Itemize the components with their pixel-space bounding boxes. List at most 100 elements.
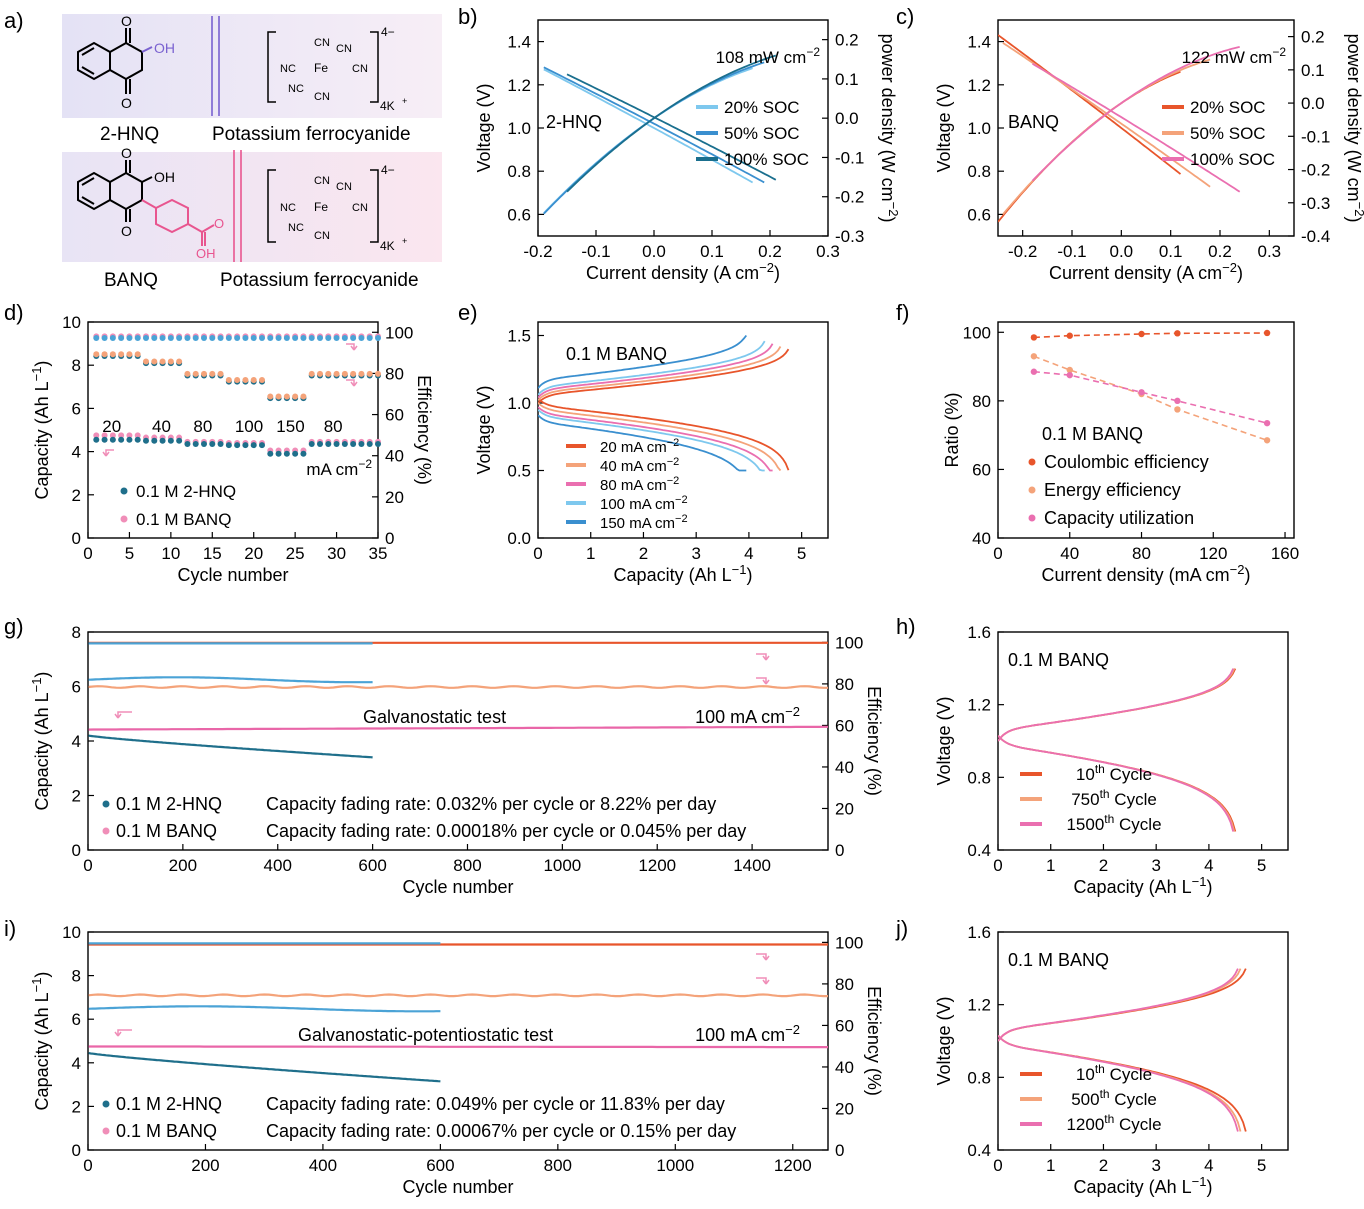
y2-tick-label: -0.2 [835, 188, 864, 207]
rate-label: 150 [276, 417, 304, 436]
y-tick-label: 0.0 [507, 529, 531, 548]
x-axis-label: Capacity (Ah L−1) [1074, 1174, 1213, 1197]
x-tick-label: 20 [244, 544, 263, 563]
y-tick-label: 0 [72, 529, 81, 548]
point-hnq-ce [109, 335, 116, 342]
ratio-point [1174, 330, 1181, 337]
x-tick-label: 1400 [733, 856, 771, 875]
y2-tick-label: 20 [835, 799, 854, 818]
point-banq-ee [209, 370, 216, 377]
point-hnq-ce [184, 335, 191, 342]
x-tick-label: 5 [1257, 856, 1266, 875]
point-banq-ee [176, 358, 183, 365]
y-tick-label: 1.0 [507, 119, 531, 138]
y-tick-label: 1.0 [967, 119, 991, 138]
point-banq-ee [101, 351, 108, 358]
point-banq-ee [225, 377, 232, 384]
y-tick-label: 0.5 [507, 462, 531, 481]
x-axis-label: Capacity (Ah L−1) [614, 562, 753, 585]
point-hnq-capacity [308, 441, 315, 448]
svg-text:CN: CN [336, 43, 352, 55]
point-banq-ee [250, 377, 257, 384]
fade-rate-label: Capacity fading rate: 0.00067% per cycle… [266, 1121, 736, 1141]
x-tick-label: 10 [161, 544, 180, 563]
point-hnq-capacity [250, 442, 257, 449]
peak-power-label: 108 mW cm−2 [716, 45, 821, 67]
y-tick-label: 4 [72, 732, 81, 751]
point-hnq-capacity [259, 442, 265, 449]
point-hnq-capacity [192, 441, 199, 448]
voltage-series-2 [566, 73, 777, 181]
series-group [543, 54, 777, 215]
y-axis-label: Voltage (V) [934, 996, 954, 1085]
ratio-point [1174, 397, 1181, 405]
rate-unit: mA cm−2 [306, 457, 372, 479]
y-tick-label: 1.5 [507, 327, 531, 346]
o-bottom-banq: O [121, 223, 132, 239]
counter-name-2: Potassium ferrocyanide [220, 270, 419, 291]
svg-text:NC: NC [288, 83, 304, 95]
y2-tick-label: 0.1 [1301, 61, 1325, 80]
x-tick-label: 600 [426, 1156, 454, 1175]
x-tick-label: 0.0 [642, 242, 666, 261]
point-hnq-ce [101, 335, 108, 342]
k-2: 4K [380, 239, 395, 253]
point-hnq-capacity [325, 441, 332, 448]
panel-letter-g: g) [4, 614, 24, 639]
point-hnq-capacity [184, 441, 191, 448]
point-banq-ee [159, 358, 166, 365]
o-top-banq: O [121, 145, 132, 161]
y2-tick-label: 0 [385, 529, 394, 548]
panel-a: a) OH O O 2-HNQ Fe CN CN CN NC [4, 8, 442, 291]
series-group [998, 34, 1241, 223]
point-hnq-capacity [201, 441, 207, 448]
annotation: 0.1 M BANQ [1042, 424, 1143, 444]
x-tick-label: 5 [797, 544, 806, 563]
svg-text:CN: CN [314, 230, 330, 242]
y2-tick-label: 0 [835, 841, 844, 860]
point-hnq-ce [93, 335, 100, 342]
point-banq-ee [325, 370, 332, 377]
y2-axis-label: Efficiency (%) [864, 986, 884, 1096]
point-hnq-ce [250, 335, 257, 342]
y-tick-label: 0.8 [967, 768, 991, 787]
svg-text:NC: NC [280, 202, 296, 214]
legend-label: Capacity utilization [1044, 508, 1194, 528]
discharge-curve-4 [538, 414, 747, 472]
point-banq-ee [126, 351, 133, 358]
power-series-1 [1002, 58, 1211, 215]
charge-curve-1 [998, 668, 1236, 742]
x-tick-label: 4 [1204, 1156, 1213, 1175]
ratio-line-2 [1033, 370, 1268, 424]
y2-tick-label: 60 [835, 716, 854, 735]
y2-axis-label: power density (W cm−2) [1344, 34, 1364, 223]
ratio-point [1138, 389, 1145, 396]
discharge-curve-0 [538, 398, 790, 471]
x-tick-label: 120 [1199, 544, 1227, 563]
x-tick-label: 1200 [638, 856, 676, 875]
structure-2hnq [77, 28, 153, 94]
point-hnq-capacity [151, 437, 158, 444]
chart-h: 0 1 2 3 4 5 0.4 0.8 1.2 1.6 Capacity (Ah L−1) Volta… [934, 623, 1289, 897]
annotation: 0.1 M BANQ [1008, 650, 1109, 670]
y2-tick-label: 80 [835, 975, 854, 994]
x-tick-label: 1200 [774, 1156, 812, 1175]
point-hnq-capacity [101, 436, 108, 443]
series-group [998, 668, 1237, 832]
point-hnq-ce [134, 335, 141, 342]
o-top-2hnq: O [121, 13, 132, 29]
legend-label: Energy efficiency [1044, 480, 1181, 500]
panel-letter-f: f) [896, 300, 909, 325]
x-tick-label: 30 [327, 544, 346, 563]
y-tick-label: 1.2 [967, 996, 991, 1015]
peak-power-label: 122 mW cm−2 [1182, 45, 1287, 67]
y-tick-label: 1.4 [507, 33, 531, 52]
y2-axis-label: Efficiency (%) [864, 686, 884, 796]
x-tick-label: 0.2 [1208, 242, 1232, 261]
point-hnq-capacity [350, 441, 357, 448]
point-hnq-capacity [134, 436, 141, 443]
power-series-2 [1031, 46, 1240, 182]
point-banq-ee [308, 370, 315, 377]
legend-marker [102, 1127, 110, 1135]
point-banq-capacity [93, 432, 100, 439]
